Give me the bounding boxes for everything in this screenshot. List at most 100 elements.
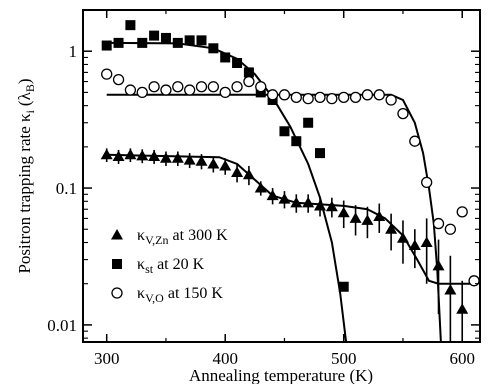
data-point-series-1 — [290, 196, 303, 208]
data-point-series-3 — [278, 89, 291, 101]
data-point-series-3 — [302, 93, 314, 105]
data-point-series-1 — [349, 212, 362, 223]
x-axis-label: Annealing temperature (K) — [189, 366, 373, 384]
data-point-series-3 — [148, 81, 160, 93]
data-point-series-1 — [314, 199, 327, 211]
data-point-series-1 — [266, 189, 279, 201]
y-axis-label-close: ) — [15, 78, 34, 84]
data-point-series-2 — [232, 57, 243, 68]
y-axis-label-subscript: i — [23, 109, 37, 113]
data-point-series-3 — [314, 91, 326, 103]
legend-marker-2 — [112, 259, 122, 269]
data-point-series-1 — [242, 168, 255, 180]
legend: κV,Zn at 300 K κst at 20 K κV,O at 150 K — [111, 227, 228, 305]
x-tick-label: 600 — [449, 349, 475, 368]
data-point-series-2 — [291, 136, 302, 147]
data-point-series-3 — [136, 86, 148, 99]
plot-frame — [82, 9, 481, 343]
legend-label-1: κV,Zn at 300 K — [137, 227, 228, 247]
y-axis-label-unit-subscript: B — [23, 84, 37, 92]
x-tick-label: 500 — [331, 349, 357, 368]
data-point-series-1 — [136, 149, 149, 161]
x-tick-label: 400 — [212, 349, 238, 368]
data-point-series-1 — [195, 155, 208, 166]
data-point-series-2 — [303, 117, 314, 128]
data-point-series-1 — [444, 283, 457, 295]
fit-curve-1 — [106, 41, 348, 343]
data-point-series-1 — [302, 196, 315, 208]
data-point-series-3 — [326, 93, 338, 105]
data-point-series-1 — [373, 210, 386, 221]
data-point-series-3 — [373, 89, 385, 101]
data-point-series-2 — [220, 52, 231, 63]
data-point-series-3 — [456, 206, 468, 218]
axis-ticks — [83, 10, 480, 342]
data-point-series-1 — [396, 232, 409, 243]
data-point-series-3 — [172, 81, 184, 93]
data-point-series-3 — [409, 135, 421, 147]
data-point-series-1 — [207, 157, 220, 169]
data-point-series-3 — [421, 176, 433, 189]
data-point-series-3 — [432, 217, 445, 230]
data-point-series-3 — [219, 86, 231, 99]
data-point-series-2 — [184, 35, 195, 46]
data-point-series-1 — [171, 152, 184, 163]
data-point-series-1 — [361, 214, 374, 225]
data-point-series-3 — [444, 223, 457, 235]
data-point-series-3 — [255, 81, 267, 93]
data-point-series-2 — [208, 43, 219, 54]
data-point-series-2 — [101, 40, 112, 51]
data-point-series-3 — [338, 91, 350, 103]
data-point-series-1 — [420, 236, 433, 248]
data-point-series-2 — [196, 35, 207, 46]
data-point-series-2 — [255, 87, 266, 98]
legend-label-3: κV,O at 150 K — [137, 285, 223, 305]
data-point-series-3 — [468, 275, 480, 287]
data-point-series-3 — [397, 107, 409, 120]
data-point-series-3 — [266, 89, 279, 101]
data-point-series-3 — [361, 89, 374, 101]
data-point-series-1 — [159, 152, 172, 163]
data-point-series-1 — [456, 303, 469, 314]
legend-marker-3 — [111, 287, 123, 299]
data-point-series-2 — [315, 148, 326, 159]
data-point-series-1 — [100, 148, 113, 160]
data-point-series-2 — [137, 37, 148, 48]
data-point-series-3 — [112, 73, 125, 86]
data-point-series-2 — [172, 37, 183, 48]
data-point-series-1 — [432, 259, 445, 271]
data-point-series-1 — [254, 182, 267, 193]
data-point-series-3 — [195, 81, 208, 93]
data-point-series-1 — [385, 223, 398, 234]
data-markers — [100, 20, 480, 314]
data-point-series-3 — [243, 75, 255, 88]
data-point-series-2 — [279, 126, 290, 137]
y-tick-label: 0.01 — [47, 316, 77, 335]
y-axis-label-unit: (λ — [15, 91, 34, 106]
legend-label-2: κst at 20 K — [137, 256, 205, 276]
data-point-series-1 — [124, 148, 137, 160]
x-tick-label: 300 — [94, 349, 120, 368]
data-point-series-2 — [243, 67, 254, 78]
data-point-series-2 — [160, 32, 171, 43]
data-point-series-3 — [385, 94, 397, 106]
data-point-series-1 — [112, 150, 125, 162]
data-point-series-2 — [113, 37, 124, 48]
legend-marker-1 — [111, 229, 123, 240]
data-point-series-3 — [124, 84, 137, 96]
data-point-series-1 — [148, 150, 161, 162]
data-point-series-3 — [207, 81, 220, 93]
data-point-series-1 — [219, 159, 232, 171]
data-point-series-3 — [290, 91, 302, 103]
y-tick-label: 0.1 — [56, 179, 77, 198]
data-point-series-1 — [183, 154, 196, 165]
y-axis-label: Positron trapping rate κi (λB) — [15, 78, 37, 273]
data-point-series-1 — [408, 239, 421, 251]
data-point-series-3 — [160, 84, 172, 96]
data-point-series-1 — [325, 200, 338, 212]
tick-labels: 300 400 500 600 0.01 0.1 1 — [47, 42, 475, 368]
data-point-series-3 — [231, 81, 243, 93]
data-point-series-3 — [101, 68, 113, 80]
data-point-series-1 — [337, 206, 350, 218]
